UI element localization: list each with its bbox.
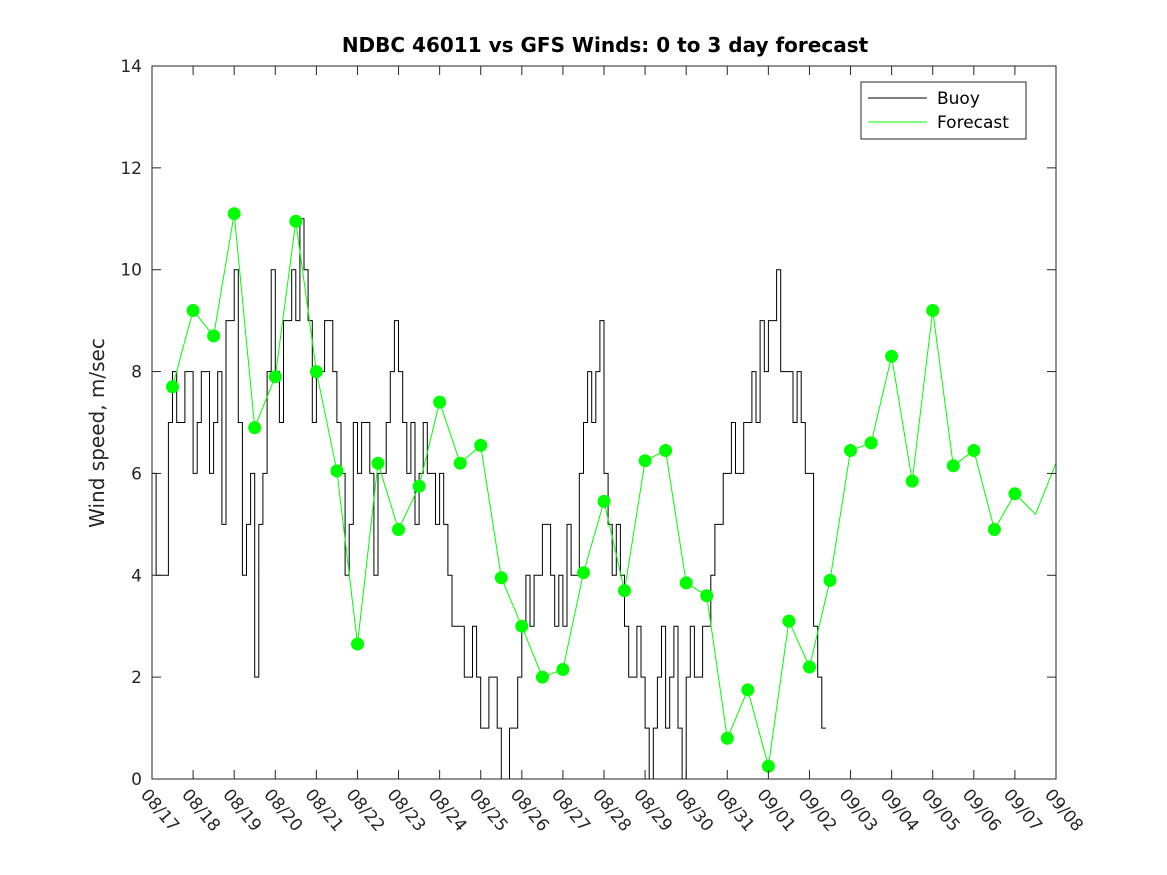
forecast-point (844, 444, 857, 457)
forecast-point (289, 214, 303, 228)
buoy-series-line (152, 218, 826, 780)
forecast-point (885, 349, 899, 363)
forecast-point (761, 759, 775, 773)
forecast-point (268, 370, 282, 384)
forecast-point (597, 494, 611, 508)
forecast-point (659, 444, 673, 457)
forecast-point (227, 207, 241, 221)
chart-title: NDBC 46011 vs GFS Winds: 0 to 3 day fore… (342, 33, 869, 57)
legend-buoy-label: Buoy (937, 89, 980, 109)
y-tick-label: 10 (120, 261, 142, 281)
legend: Buoy Forecast (860, 81, 1027, 140)
forecast-point (741, 683, 755, 697)
forecast-point (207, 329, 221, 343)
forecast-point (248, 421, 262, 435)
forecast-point (823, 573, 837, 587)
forecast-point (926, 304, 940, 317)
y-tick-label: 4 (131, 566, 142, 586)
forecast-series-line (172, 213, 1057, 767)
forecast-point (782, 614, 796, 628)
forecast-point (803, 660, 816, 674)
forecast-point (987, 523, 1001, 536)
forecast-point (351, 637, 364, 651)
forecast-point (967, 444, 981, 457)
plot-area (152, 207, 1057, 780)
forecast-point (166, 380, 179, 394)
forecast-point (474, 438, 488, 452)
forecast-point (494, 571, 508, 585)
forecast-point (864, 436, 878, 450)
y-axis-label: Wind speed, m/sec (85, 338, 109, 528)
forecast-point (433, 395, 447, 409)
forecast-point (371, 456, 385, 470)
forecast-point (412, 479, 426, 493)
forecast-point (556, 663, 570, 676)
forecast-point (577, 566, 590, 580)
y-tick-label: 8 (131, 363, 142, 383)
forecast-point (679, 576, 693, 590)
y-tick-label: 14 (120, 57, 142, 77)
forecast-point (392, 523, 405, 536)
forecast-point (453, 456, 467, 470)
forecast-point (309, 365, 323, 379)
forecast-point (700, 589, 714, 603)
y-tick-label: 6 (131, 464, 142, 484)
y-tick-label: 0 (131, 770, 142, 790)
forecast-point (515, 619, 529, 633)
legend-forecast-label: Forecast (937, 113, 1009, 133)
forecast-point (720, 731, 734, 745)
forecast-point (946, 459, 960, 473)
forecast-point (330, 464, 344, 478)
forecast-point (535, 670, 549, 684)
forecast-point (1008, 487, 1022, 501)
forecast-point (638, 454, 652, 468)
legend-box (860, 81, 1027, 140)
forecast-point (186, 304, 200, 317)
forecast-point (905, 474, 919, 488)
y-tick-label: 2 (131, 668, 142, 688)
y-tick-label: 12 (120, 159, 142, 179)
forecast-point (618, 584, 631, 598)
